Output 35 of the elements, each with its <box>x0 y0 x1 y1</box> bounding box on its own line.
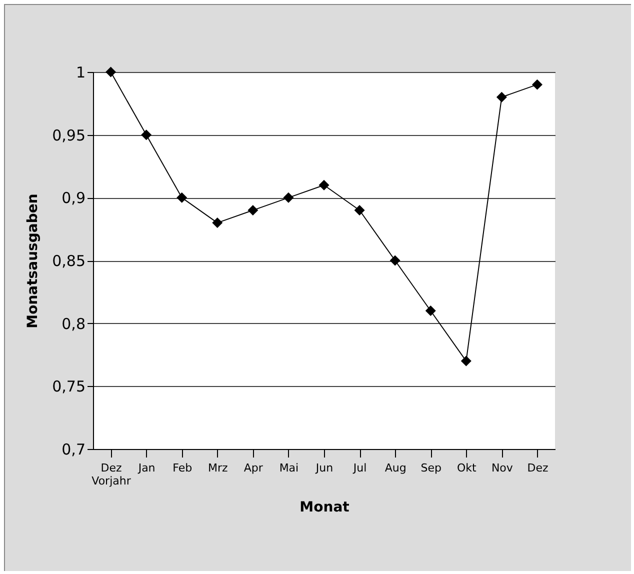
x-tick-label: Okt <box>456 462 478 474</box>
x-tick-label: Feb <box>172 462 192 474</box>
x-tick-label: Nov <box>491 462 514 474</box>
point <box>141 130 152 140</box>
x-tick-label: Dez Vorjahr <box>92 462 132 488</box>
x-tick-label: Jul <box>352 462 367 474</box>
y-tick-label: 1 <box>76 64 86 82</box>
point <box>318 180 330 190</box>
x-tick-label: Jan <box>137 462 156 474</box>
point <box>212 218 223 228</box>
y-axis-title: Monatsausgaben <box>25 194 42 328</box>
point <box>106 66 116 78</box>
x-tick-label: Dez <box>527 462 548 474</box>
x-tick-label: Jun <box>314 462 334 474</box>
y-tick-label: 0,9 <box>62 189 86 208</box>
x-axis-title: Monat <box>300 500 350 516</box>
point <box>283 192 294 203</box>
point <box>460 356 472 366</box>
x-tick-label: Mrz <box>208 462 228 474</box>
y-tick-label: 0,85 <box>52 252 86 270</box>
x-tick-label: Mai <box>279 462 299 474</box>
point <box>390 255 400 266</box>
point <box>532 79 542 90</box>
point <box>496 92 507 102</box>
y-tick-label: 0,7 <box>62 440 86 458</box>
point <box>425 306 436 316</box>
y-tick-label: 0,95 <box>52 126 86 144</box>
point <box>248 204 258 216</box>
x-tick-label: Apr <box>244 462 264 474</box>
y-tick-label: 0,8 <box>62 314 86 333</box>
y-tick-label: 0,75 <box>52 378 86 396</box>
point <box>176 192 188 203</box>
point <box>354 204 365 216</box>
x-tick-label: Aug <box>384 462 406 474</box>
x-tick-label: Sep <box>420 462 442 474</box>
